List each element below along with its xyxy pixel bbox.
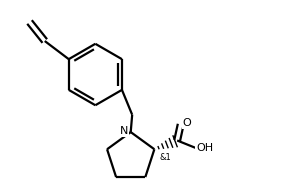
Text: O: O [183, 118, 192, 128]
Text: &1: &1 [160, 153, 171, 162]
Text: N: N [120, 126, 128, 136]
Text: OH: OH [196, 143, 213, 153]
